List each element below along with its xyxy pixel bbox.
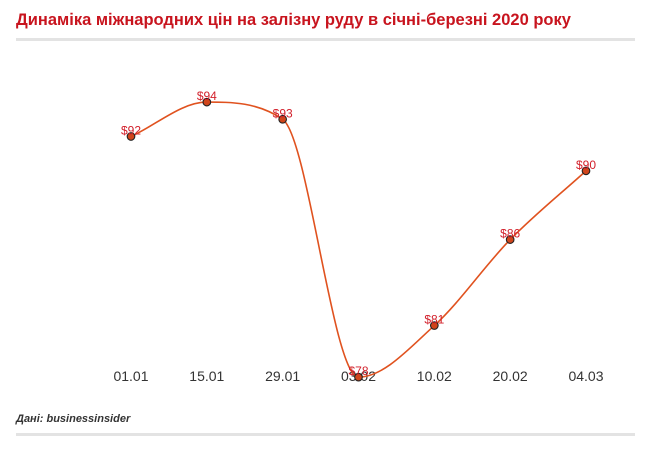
data-markers: [126, 97, 591, 382]
data-point[interactable]: [278, 114, 288, 124]
data-label: $86: [500, 227, 520, 241]
data-point[interactable]: [581, 166, 591, 176]
data-point[interactable]: [126, 132, 136, 141]
data-labels: $92 $94 $93 $78 $81 $86 $90: [121, 89, 596, 378]
data-point[interactable]: [505, 235, 515, 244]
data-point[interactable]: [202, 97, 212, 107]
title-divider: [16, 38, 635, 41]
data-point[interactable]: [354, 372, 363, 382]
data-point[interactable]: [429, 321, 439, 330]
x-tick-label: 01.01: [113, 368, 148, 384]
data-label: $93: [273, 106, 293, 120]
x-tick-label: 04.03: [568, 368, 603, 384]
data-label: $78: [348, 364, 368, 378]
chart-title: Динаміка міжнародних цін на залізну руду…: [16, 11, 571, 29]
x-tick-label: 10.02: [417, 368, 452, 384]
data-label: $92: [121, 123, 141, 137]
source-note: Дані: businessinsider: [16, 413, 131, 425]
data-label: $90: [576, 158, 596, 172]
data-label: $94: [197, 89, 217, 103]
footer-divider: [16, 433, 635, 436]
x-tick-label: 29.01: [265, 368, 300, 384]
data-label: $81: [424, 313, 444, 327]
x-tick-label: 20.02: [493, 368, 528, 384]
x-tick-label: 15.01: [189, 368, 224, 384]
